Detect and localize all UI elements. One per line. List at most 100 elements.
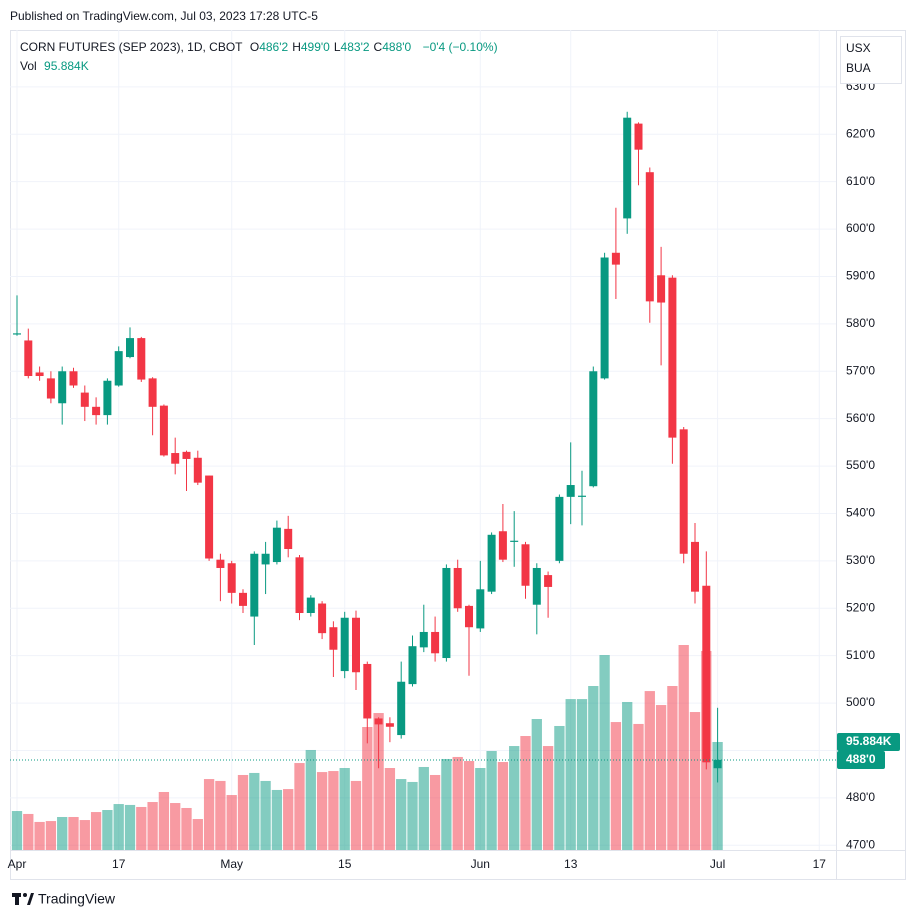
x-tick-label: 15	[338, 857, 352, 871]
candle-body	[58, 371, 67, 404]
published-note: Published on TradingView.com, Jul 03, 20…	[10, 9, 318, 23]
candle-body	[261, 553, 270, 565]
volume-bar	[283, 789, 294, 850]
ohlc-value: 488'0	[382, 40, 412, 54]
volume-bar	[452, 756, 463, 850]
candle-body	[340, 617, 349, 672]
candle-body	[272, 527, 281, 563]
volume-bar	[203, 779, 215, 850]
y-tick-label: 540'0	[846, 506, 875, 520]
candle-body	[295, 557, 304, 614]
y-tick-label: 580'0	[846, 316, 875, 330]
candle-body	[476, 589, 485, 629]
volume-bar	[429, 774, 441, 850]
symbol-title: CORN FUTURES (SEP 2023), 1D, CBOT	[20, 40, 243, 54]
candle-body	[46, 378, 55, 399]
ohlc-key: C	[373, 40, 383, 54]
candle-body	[69, 371, 78, 386]
candle-body	[24, 340, 33, 377]
volume-bar	[384, 768, 396, 850]
candle-body	[623, 117, 632, 219]
volume-bar	[226, 795, 237, 850]
ohlc-key: H	[292, 40, 301, 54]
candle-body	[205, 475, 214, 559]
volume-bar	[486, 750, 497, 850]
volume-bar	[328, 771, 339, 850]
volume-bar	[249, 772, 260, 850]
candle-body	[80, 392, 89, 407]
y-tick-label: 600'0	[846, 221, 875, 235]
currency-box[interactable]: USX BUA	[840, 36, 902, 84]
candle-body	[713, 759, 722, 769]
volume-tag-label: 95.884K	[846, 734, 892, 748]
x-tick-label: 13	[564, 857, 578, 871]
volume-bar	[542, 746, 554, 850]
volume-bar	[215, 780, 226, 850]
candle-body	[284, 528, 293, 550]
volume-legend-label: Vol	[20, 59, 37, 73]
volume-bar	[271, 789, 283, 850]
candle-body	[510, 540, 519, 542]
candle-body	[35, 372, 44, 377]
volume-bar	[339, 768, 350, 850]
change: −0'4 (−0.10%)	[422, 40, 498, 54]
candle-body	[645, 172, 654, 302]
candle-body	[103, 380, 112, 416]
brand-name: TradingView	[38, 891, 116, 907]
brand-logo	[12, 893, 34, 905]
y-tick-label: 470'0	[846, 837, 875, 851]
volume-bar	[57, 816, 68, 850]
candle-body	[114, 351, 123, 386]
candle-body	[600, 257, 609, 379]
volume-bar	[531, 719, 542, 850]
volume-bar	[644, 691, 655, 850]
volume-bar	[463, 761, 475, 850]
y-tick-label: 510'0	[846, 648, 875, 662]
candle-body	[498, 531, 507, 560]
volume-bar	[565, 699, 576, 850]
candle-body	[159, 405, 168, 456]
ohlc-value: 486'2	[259, 40, 289, 54]
candle-body	[611, 252, 620, 265]
volume-bar	[554, 725, 565, 850]
candle-body	[250, 553, 259, 617]
volume-bar	[497, 762, 509, 850]
candle-body	[397, 681, 406, 736]
volume-bar	[667, 686, 678, 850]
volume-bar	[170, 803, 181, 850]
volume-bar	[316, 772, 328, 850]
y-tick-label: 500'0	[846, 695, 875, 709]
volume-bar	[79, 820, 90, 850]
y-tick-label: 610'0	[846, 174, 875, 188]
volume-bar	[509, 746, 520, 850]
y-tick-label: 550'0	[846, 458, 875, 472]
volume-bar	[305, 749, 316, 850]
volume-bar	[45, 821, 57, 850]
candle-body	[92, 406, 101, 416]
candle-body	[419, 631, 428, 648]
x-tick-label: 17	[813, 857, 827, 871]
candle-body	[148, 378, 157, 407]
volume-bar	[350, 780, 362, 850]
volume-bar	[373, 713, 384, 850]
candle-body	[408, 646, 417, 685]
ohlc-key: O	[249, 40, 260, 54]
ohlc-key: L	[333, 40, 341, 54]
x-tick-label: 17	[112, 857, 126, 871]
volume-bar	[181, 807, 192, 850]
unit: BUA	[846, 61, 871, 75]
y-tick-label: 570'0	[846, 363, 875, 377]
y-tick-label: 620'0	[846, 126, 875, 140]
candle-body	[182, 451, 191, 459]
volume-bar	[34, 821, 45, 850]
candle-body	[679, 429, 688, 554]
currency: USX	[846, 41, 871, 55]
x-tick-label: Jun	[471, 857, 490, 871]
volume-bar	[712, 741, 723, 850]
candle-body	[431, 631, 440, 654]
candle-body	[691, 541, 699, 592]
candle-body	[306, 597, 315, 614]
x-tick-label: May	[220, 857, 243, 871]
volume-bar	[396, 779, 407, 850]
